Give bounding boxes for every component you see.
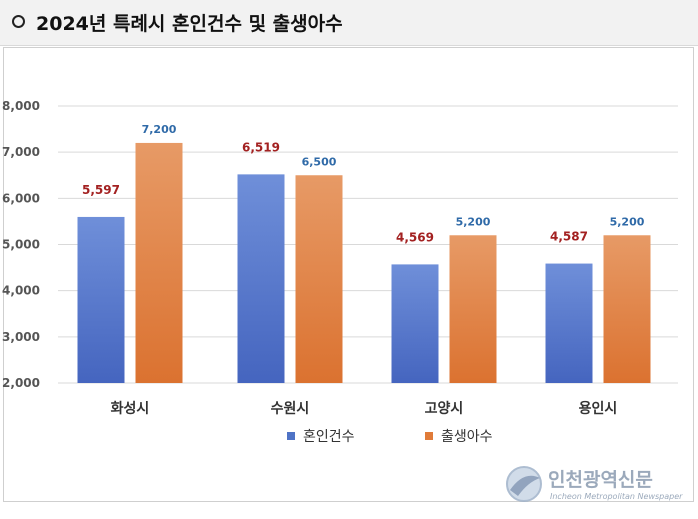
y-tick-label: 3,000 bbox=[2, 330, 40, 344]
y-tick-label: 4,000 bbox=[2, 284, 40, 298]
x-category-label: 수원시 bbox=[271, 401, 310, 417]
watermark-title: 인천광역신문 bbox=[548, 469, 653, 491]
data-label-marriage: 4,587 bbox=[550, 230, 588, 244]
y-tick-label: 5,000 bbox=[2, 238, 40, 252]
bar-marriage bbox=[237, 174, 285, 383]
y-tick-label: 8,000 bbox=[2, 99, 40, 113]
page-title: 2024년 특례시 혼인건수 및 출생아수 bbox=[36, 13, 343, 35]
bar-marriage bbox=[545, 263, 593, 383]
data-label-marriage: 6,519 bbox=[242, 140, 280, 154]
globe-swoosh-icon bbox=[510, 475, 540, 496]
data-label-births: 7,200 bbox=[142, 123, 177, 136]
watermark-subtitle: Incheon Metropolitan Newspaper bbox=[550, 492, 683, 501]
bar-births bbox=[449, 235, 497, 383]
y-tick-label: 2,000 bbox=[2, 376, 40, 390]
x-axis-ticks: 화성시 수원시 고양시 용인시 bbox=[111, 400, 618, 417]
bars bbox=[77, 142, 651, 383]
legend-swatch-births bbox=[425, 432, 433, 440]
bar-births bbox=[135, 142, 183, 383]
legend-label-births: 출생아수 bbox=[441, 429, 493, 445]
data-label-marriage: 4,569 bbox=[396, 230, 434, 244]
bar-marriage bbox=[391, 264, 439, 383]
data-labels: 5,597 7,200 6,519 6,500 4,569 5,200 4,587 5,200 bbox=[82, 123, 645, 244]
data-label-births: 5,200 bbox=[610, 215, 645, 228]
x-category-label: 용인시 bbox=[579, 400, 618, 417]
bar-births bbox=[603, 235, 651, 383]
y-axis-ticks: 2,000 3,000 4,000 5,000 6,000 7,000 8,000 bbox=[2, 99, 40, 390]
circle-bullet-icon bbox=[12, 15, 25, 28]
legend-swatch-marriage bbox=[287, 432, 295, 440]
x-category-label: 고양시 bbox=[425, 401, 464, 417]
legend: 혼인건수 출생아수 bbox=[287, 429, 493, 445]
y-tick-label: 6,000 bbox=[2, 191, 40, 205]
watermark-logo: 인천광역신문 Incheon Metropolitan Newspaper bbox=[506, 466, 683, 502]
data-label-births: 6,500 bbox=[302, 155, 337, 168]
bar-births bbox=[295, 175, 343, 383]
data-label-births: 5,200 bbox=[456, 215, 491, 228]
title-bar: 2024년 특례시 혼인건수 및 출생아수 bbox=[0, 0, 698, 46]
bar-marriage bbox=[77, 216, 125, 383]
y-tick-label: 7,000 bbox=[2, 145, 40, 159]
data-label-marriage: 5,597 bbox=[82, 183, 120, 197]
legend-label-marriage: 혼인건수 bbox=[303, 429, 355, 445]
x-category-label: 화성시 bbox=[111, 401, 150, 417]
